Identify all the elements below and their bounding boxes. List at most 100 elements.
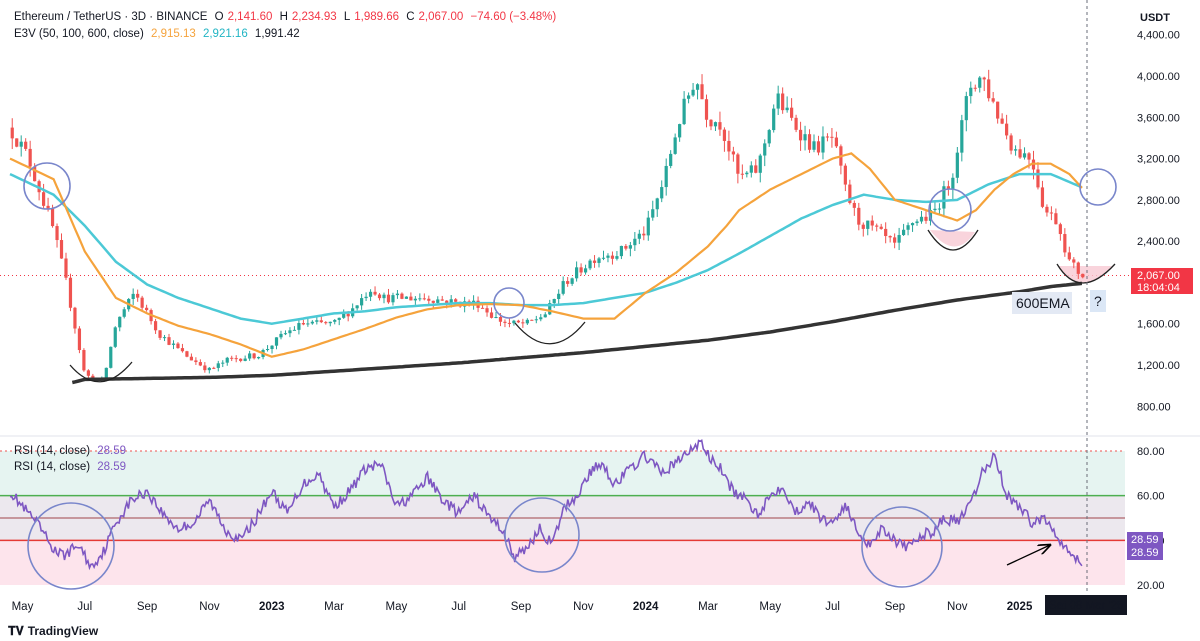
candle-body [324, 322, 328, 324]
candle-body [530, 319, 534, 321]
time-tick-label: Jul [451, 601, 466, 613]
candle-body [767, 130, 771, 144]
candle-body [785, 107, 789, 111]
candle-body [669, 153, 673, 166]
ema600-annotation-bg [1012, 292, 1072, 314]
candle-body [319, 320, 323, 323]
candle-body [906, 225, 910, 230]
candle-body [68, 277, 73, 308]
candle-body [346, 313, 350, 317]
ema50-value: 2,915.13 [150, 28, 196, 40]
candle-body [413, 298, 417, 301]
rsi-legend-row-1: RSI (14, close) 28.59 [14, 445, 130, 457]
candle-body [933, 208, 937, 211]
candle-body [566, 281, 570, 284]
candle-body [404, 296, 409, 299]
question-annotation-bg [1090, 290, 1106, 312]
price-tick-label: 1,600.00 [1137, 319, 1180, 331]
candle-body [843, 165, 847, 185]
bowl-arc-3 [927, 229, 979, 251]
candle-body [1036, 169, 1040, 188]
candle-body [1063, 234, 1067, 253]
candle-body [736, 154, 740, 174]
bowl-shade-sep [930, 230, 975, 247]
candle-body [798, 129, 803, 141]
candle-body [879, 226, 883, 229]
candle-body [583, 268, 588, 273]
candle-body [978, 77, 982, 88]
candle-body [386, 294, 391, 303]
candle-body [678, 124, 682, 138]
candle-body [328, 321, 332, 324]
candle-body [494, 317, 498, 319]
candle-body [136, 293, 140, 298]
candle-body [59, 240, 64, 259]
candle-body [619, 245, 624, 257]
rsi-tag-2: 28.59 [1131, 547, 1159, 559]
time-tick-label: Jul [77, 601, 92, 613]
tradingview-mark-icon: 𝐓𝐕 [8, 624, 24, 638]
time-axis[interactable]: May Jul Sep Nov 2023 Mar May Jul Sep Nov 2024 Mar Ma… [12, 601, 1033, 613]
candle-body [749, 165, 753, 173]
candle-body [104, 367, 108, 378]
candle-body [310, 321, 314, 324]
candle-body [301, 323, 305, 325]
candle-body [15, 138, 19, 147]
candle-body [615, 256, 619, 259]
candle-body [431, 300, 435, 303]
candle-body [830, 136, 834, 138]
candle-body [194, 360, 198, 363]
candle-body [790, 107, 794, 118]
candle-body [256, 357, 261, 359]
symbol-title[interactable]: Ethereum / TetherUS · 3D · BINANCE [14, 11, 208, 23]
candle-body [342, 313, 346, 318]
candle-body [987, 79, 991, 99]
time-tick-label: Sep [885, 601, 905, 613]
candle-body [525, 319, 529, 324]
candle-body [893, 237, 897, 243]
candle-body [803, 134, 807, 141]
candle-body [655, 198, 659, 210]
highlight-circle-4 [1079, 168, 1117, 206]
candle-body [377, 294, 382, 299]
candle-body [507, 322, 512, 324]
candle-body [189, 356, 194, 361]
candle-body [1013, 149, 1018, 151]
rsi-circle-3 [861, 506, 943, 588]
candle-body [355, 305, 359, 309]
candle-body [660, 187, 664, 199]
annotations-over [23, 162, 1117, 590]
candle-body [337, 317, 341, 320]
tradingview-logo[interactable]: 𝐓𝐕 TradingView [8, 624, 98, 639]
candle-body [588, 260, 592, 269]
candle-body [1045, 206, 1049, 213]
change-value: −74.60 (−3.48%) [470, 11, 557, 23]
price-axis[interactable]: 800.001,200.001,600.002,000.002,400.002,… [1137, 30, 1180, 414]
candles [10, 69, 1085, 382]
price-tick-label: 4,400.00 [1137, 30, 1180, 42]
rsi-tag-1: 28.59 [1131, 534, 1159, 546]
time-tick-label: 2025 [1007, 601, 1033, 613]
candle-body [1040, 187, 1045, 207]
candle-body [901, 229, 906, 236]
candle-body [368, 291, 373, 297]
candle-body [521, 322, 525, 324]
candle-body [866, 220, 870, 229]
low-value: 1,989.66 [354, 11, 400, 23]
candle-body [140, 297, 144, 308]
candle-body [73, 307, 77, 329]
rsi-title-1[interactable]: RSI (14, close) [14, 445, 91, 457]
candle-body [315, 320, 319, 322]
indicator-title[interactable]: E3V (50, 100, 600, close) [14, 28, 144, 40]
rsi-legend-row-2: RSI (14, close) 28.59 [14, 461, 130, 473]
candle-body [870, 220, 874, 226]
rsi-value-1: 28.59 [97, 445, 127, 457]
candle-body [373, 291, 377, 295]
rsi-title-2[interactable]: RSI (14, close) [14, 461, 91, 473]
candle-body [996, 101, 1000, 119]
currency-label: USDT [1140, 12, 1170, 24]
candle-body [252, 353, 256, 359]
candle-body [449, 299, 453, 304]
